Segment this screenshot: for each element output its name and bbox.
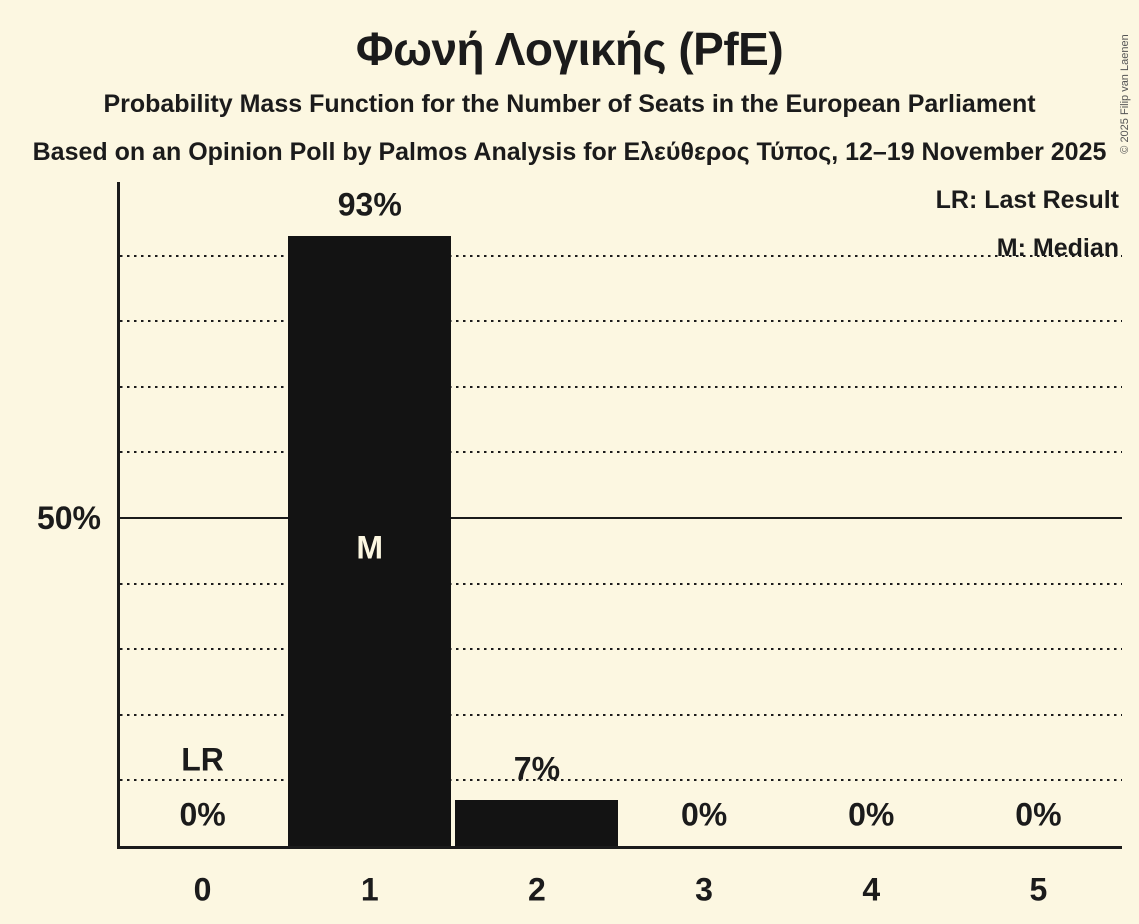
chart-title: Φωνή Λογικής (PfE) — [355, 23, 784, 75]
legend-median: M: Median — [996, 234, 1119, 262]
gridline-20pct — [120, 713, 1122, 716]
gridline-90pct — [120, 254, 1122, 257]
gridline-40pct — [120, 582, 1122, 585]
value-label-seat-3: 0% — [680, 796, 728, 833]
bar-seat-1 — [288, 235, 452, 846]
x-tick-label-0: 0 — [193, 871, 212, 908]
chart-subtitle: Probability Mass Function for the Number… — [103, 90, 1036, 118]
x-tick-label-2: 2 — [528, 871, 546, 908]
x-tick-label-4: 4 — [862, 871, 881, 908]
value-label-seat-1: 93% — [337, 186, 402, 223]
x-tick-label-3: 3 — [695, 871, 713, 908]
gridline-80pct — [120, 320, 1122, 323]
bar-seat-2 — [455, 800, 619, 846]
gridline-30pct — [120, 648, 1122, 651]
last-result-marker: LR — [181, 741, 224, 778]
x-tick-label-5: 5 — [1029, 871, 1048, 908]
value-label-seat-2: 7% — [513, 750, 561, 787]
value-label-seat-4: 0% — [848, 796, 895, 833]
y-axis-line — [117, 182, 120, 849]
legend-last-result: LR: Last Result — [935, 186, 1119, 214]
value-label-seat-5: 0% — [1015, 796, 1062, 833]
chart-source-line: Based on an Opinion Poll by Palmos Analy… — [32, 138, 1107, 166]
median-marker: M — [356, 529, 384, 566]
gridline-70pct — [120, 385, 1122, 388]
y-axis-50-label: 50% — [36, 500, 101, 536]
gridline-10pct — [120, 779, 1122, 782]
gridline-50pct — [120, 517, 1122, 519]
x-axis-line — [117, 846, 1122, 849]
gridline-60pct — [120, 451, 1122, 454]
value-label-seat-0: 0% — [179, 796, 226, 833]
x-tick-label-1: 1 — [360, 871, 379, 908]
